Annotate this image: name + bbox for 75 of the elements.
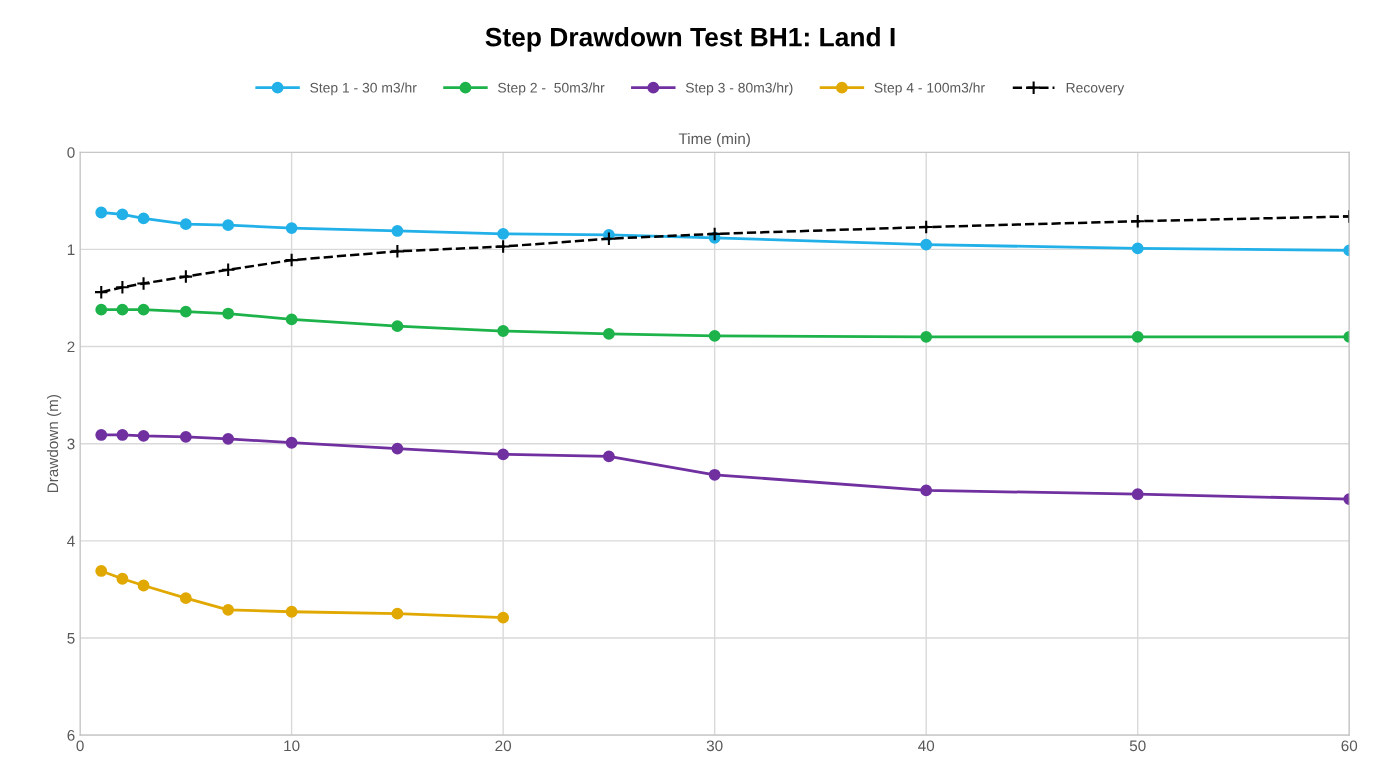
point xyxy=(601,231,617,247)
point xyxy=(920,238,933,251)
point xyxy=(95,303,108,316)
point xyxy=(285,222,298,234)
legend-label: Step 4 - 100m3/hr xyxy=(874,82,985,96)
point xyxy=(137,579,150,592)
point xyxy=(497,227,510,240)
chart-title: Step Drawdown Test BH1: Land I xyxy=(485,27,895,52)
x-tick-label: 20 xyxy=(495,740,512,752)
point xyxy=(495,239,511,254)
y-tick-label: 3 xyxy=(67,438,75,450)
legend-label: Step 3 - 80m3/hr) xyxy=(685,82,793,96)
point xyxy=(179,218,192,231)
point xyxy=(920,484,933,497)
point xyxy=(1131,242,1144,255)
legend-label: Recovery xyxy=(1066,82,1125,96)
point xyxy=(285,436,298,449)
x-tick-label: 10 xyxy=(284,740,300,752)
point xyxy=(391,607,404,620)
point xyxy=(391,225,404,237)
y-tick-label: 0 xyxy=(67,147,75,158)
point xyxy=(116,429,129,441)
point xyxy=(220,262,236,278)
point xyxy=(116,572,129,585)
point xyxy=(136,276,151,291)
point xyxy=(116,303,129,316)
x-tick-label: 40 xyxy=(918,740,935,752)
point xyxy=(95,429,108,441)
point xyxy=(93,284,109,300)
point xyxy=(1131,330,1144,343)
point xyxy=(115,280,130,295)
point xyxy=(285,313,298,326)
x-axis-title: Time (min) xyxy=(678,132,750,148)
point xyxy=(1131,488,1144,501)
point xyxy=(1130,213,1145,229)
point xyxy=(137,212,150,225)
point xyxy=(137,430,150,442)
point xyxy=(497,448,510,461)
point xyxy=(222,219,235,232)
point xyxy=(285,605,298,618)
point xyxy=(708,468,721,481)
point xyxy=(390,244,405,259)
x-tick-label: 60 xyxy=(1341,740,1358,752)
point xyxy=(179,431,192,443)
point xyxy=(284,252,299,268)
point xyxy=(137,303,150,316)
point xyxy=(920,330,933,343)
y-tick-label: 1 xyxy=(67,244,75,255)
y-tick-label: 5 xyxy=(67,633,75,644)
point xyxy=(179,305,192,318)
legend-label: Step 2 - 50m3/hr xyxy=(498,82,605,96)
point xyxy=(179,592,192,605)
point xyxy=(707,226,722,242)
point xyxy=(95,565,108,577)
point xyxy=(178,269,194,284)
y-tick-label: 4 xyxy=(67,535,75,547)
point xyxy=(497,611,510,624)
point xyxy=(603,328,615,340)
y-tick-label: 2 xyxy=(67,341,75,353)
legend-label: Step 1 - 30 m3/hr xyxy=(310,82,417,96)
x-tick-label: 0 xyxy=(76,740,84,752)
x-tick-label: 30 xyxy=(706,740,723,752)
point xyxy=(708,329,721,342)
point xyxy=(222,307,235,320)
point xyxy=(222,432,235,445)
point xyxy=(497,325,510,337)
point xyxy=(603,450,615,463)
x-tick-label: 50 xyxy=(1129,740,1146,752)
y-tick-label: 6 xyxy=(67,729,75,741)
point xyxy=(116,208,129,221)
point xyxy=(391,442,404,455)
point xyxy=(391,320,404,333)
y-axis-title: Drawdown (m) xyxy=(46,394,62,493)
point xyxy=(222,603,235,616)
point xyxy=(95,206,108,219)
